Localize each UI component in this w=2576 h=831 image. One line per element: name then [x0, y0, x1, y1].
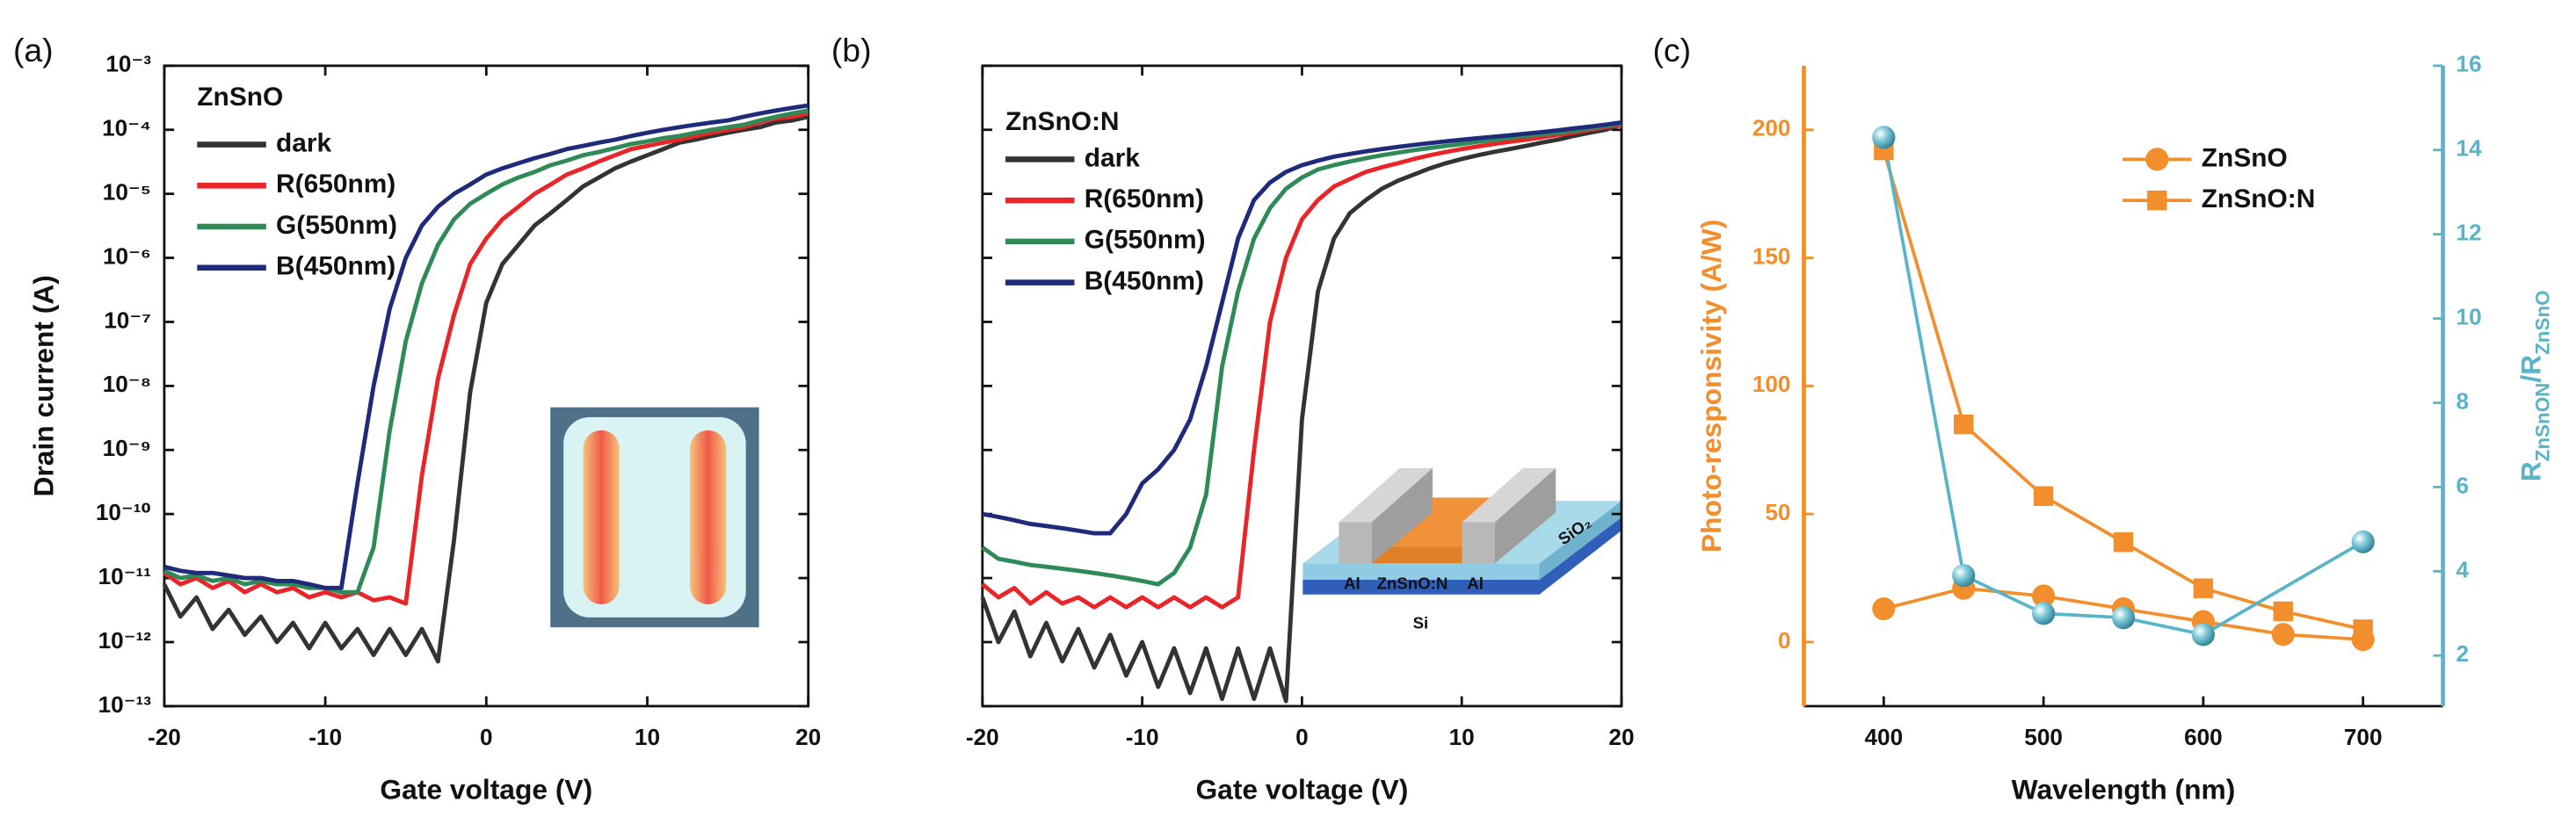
y2-tick-label: 6 — [2456, 472, 2470, 498]
series-line — [1882, 149, 2364, 632]
inset-label: Al — [1344, 574, 1361, 592]
x-axis-label: Gate voltage (V) — [380, 773, 592, 805]
y-axis-label: Drain current (A) — [28, 275, 60, 496]
legend-label: dark — [276, 128, 332, 157]
legend-marker — [2145, 148, 2169, 171]
series-line — [163, 111, 809, 606]
y-tick-label: 10⁻⁶ — [103, 242, 151, 269]
legend-title: ZnSnO:N — [1005, 107, 1120, 136]
x-tick-label: -10 — [308, 724, 342, 750]
data-point — [2273, 601, 2294, 622]
series-line — [162, 114, 809, 664]
y2-axis-label-part: /R — [2515, 355, 2547, 383]
panel-label: (c) — [1652, 32, 1691, 69]
y-tick-label: 10⁻⁴ — [102, 115, 151, 141]
y2-tick-label: 8 — [2456, 387, 2470, 414]
data-point — [2111, 606, 2136, 630]
y2-tick-label: 16 — [2456, 51, 2482, 77]
data-point — [2351, 530, 2375, 553]
y-tick-label: 0 — [1778, 627, 1791, 654]
x-tick-label: 20 — [1608, 724, 1634, 750]
y-tick-label: 10⁻¹³ — [98, 691, 152, 718]
legend-label: B(450nm) — [1085, 266, 1204, 295]
inset-label: Si — [1413, 613, 1429, 632]
x-axis-label: Gate voltage (V) — [1195, 773, 1408, 805]
legend-marker — [2147, 190, 2167, 211]
inset-label: Al — [1467, 574, 1484, 592]
data-point — [1954, 414, 1974, 435]
panel-label: (a) — [13, 32, 54, 69]
y2-axis-label-part: ZnSnON — [2532, 383, 2554, 462]
data-point — [2033, 486, 2054, 506]
series-line — [163, 108, 809, 595]
y-tick-label: 100 — [1752, 371, 1791, 397]
y2-tick-label: 14 — [2456, 135, 2483, 162]
x-tick-label: 0 — [480, 724, 493, 750]
y-tick-label: 10⁻¹¹ — [98, 563, 151, 589]
y-tick-label: 10⁻⁹ — [103, 435, 151, 461]
legend-label: dark — [1085, 143, 1141, 172]
y2-tick-label: 12 — [2456, 220, 2482, 246]
data-point — [2193, 578, 2214, 598]
y2-axis-label-part: ZnSnO — [2532, 290, 2554, 354]
x-tick-label: 20 — [795, 724, 821, 750]
y-tick-label: 10⁻¹² — [98, 627, 152, 654]
data-point — [2032, 602, 2056, 625]
y-tick-label: 10⁻⁵ — [103, 179, 151, 206]
data-point — [2032, 584, 2056, 608]
y-tick-label: 150 — [1752, 242, 1791, 269]
legend-label: G(550nm) — [276, 211, 397, 240]
legend-label: ZnSnO — [2202, 143, 2288, 172]
x-tick-label: 700 — [2344, 724, 2383, 750]
device-photo-inset — [550, 407, 759, 628]
legend-label: G(550nm) — [1085, 226, 1206, 255]
x-tick-label: 400 — [1865, 724, 1904, 750]
data-point — [2113, 532, 2134, 553]
data-point — [2191, 623, 2215, 647]
y2-tick-label: 10 — [2456, 304, 2482, 330]
x-tick-label: -20 — [966, 724, 999, 750]
y2-axis-label: RZnSnON/RZnSnO — [2515, 290, 2554, 481]
series-line — [1882, 137, 2364, 637]
series-line — [980, 122, 1622, 704]
x-tick-label: 10 — [1449, 724, 1475, 750]
legend-label: ZnSnO:N — [2202, 184, 2316, 213]
inset-label: ZnSnO:N — [1376, 574, 1448, 592]
x-tick-label: -20 — [148, 724, 181, 750]
legend-label: B(450nm) — [276, 252, 395, 281]
data-point — [1952, 564, 1976, 588]
x-tick-label: -10 — [1126, 724, 1159, 750]
y-tick-label: 10⁻¹⁰ — [96, 499, 151, 525]
x-tick-label: 10 — [635, 724, 660, 750]
data-point — [2271, 623, 2295, 647]
y2-tick-label: 4 — [2456, 556, 2470, 582]
data-point — [1872, 596, 1896, 621]
panel-label: (b) — [831, 32, 872, 69]
x-tick-label: 500 — [2024, 724, 2063, 750]
legend-label: R(650nm) — [1085, 184, 1204, 213]
x-tick-label: 0 — [1295, 724, 1309, 750]
series-line — [981, 121, 1622, 587]
x-axis-label: Wavelength (nm) — [2012, 773, 2236, 805]
y-tick-label: 10⁻⁷ — [104, 307, 151, 333]
series-line — [981, 122, 1622, 610]
y-tick-label: 10⁻³ — [105, 51, 151, 77]
x-tick-label: 600 — [2184, 724, 2223, 750]
data-point — [2353, 619, 2373, 640]
legend-label: R(650nm) — [276, 170, 395, 199]
y2-tick-label: 2 — [2456, 640, 2470, 667]
y2-axis-label-part: R — [2515, 461, 2547, 481]
series-line — [163, 103, 809, 590]
y-tick-label: 50 — [1765, 499, 1790, 525]
series-line — [982, 120, 1622, 536]
device-schematic-inset: Al ZnSnO:N Al SiO₂ Si — [1303, 467, 1622, 632]
plot-frame — [981, 64, 1623, 708]
y-axis-label: Photo-responsivity (A/W) — [1695, 220, 1727, 553]
legend-title: ZnSnO — [197, 83, 283, 112]
y-tick-label: 10⁻⁸ — [103, 371, 151, 397]
y-tick-label: 200 — [1752, 115, 1791, 141]
data-point — [1872, 126, 1896, 149]
